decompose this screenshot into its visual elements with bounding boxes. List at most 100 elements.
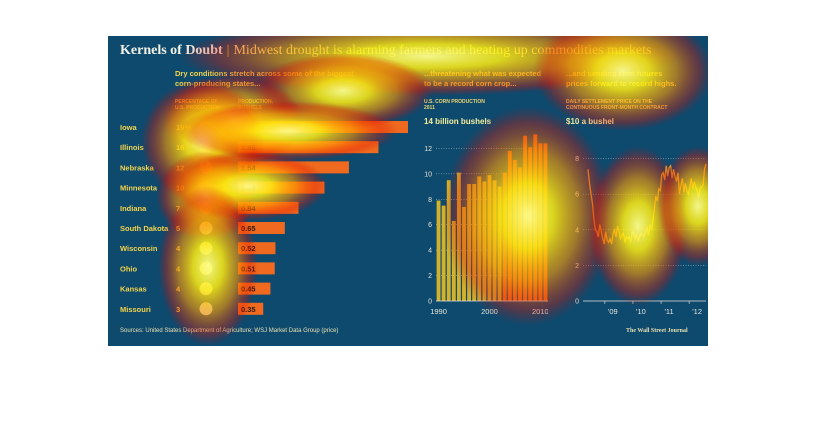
sources-note: Sources: United States Department of Agr… (120, 328, 339, 334)
price-series-line (587, 163, 707, 245)
state-production-bar (238, 141, 379, 154)
state-label: South Dakota (120, 224, 169, 233)
production-bar (487, 175, 492, 301)
price-heading: ...and sending corn futures prices forwa… (566, 69, 676, 89)
state-production-label: 1.54 (241, 163, 256, 172)
headline: Kernels of Doubt | Midwest drought is alar… (120, 43, 651, 59)
production-bar (477, 176, 482, 301)
production-bar (502, 172, 507, 301)
production-y-tick: 10 (424, 171, 432, 178)
state-production-label: 0.52 (241, 244, 256, 253)
state-pct-label: 4 (176, 264, 181, 273)
headline-title: Kernels of Doubt (120, 43, 223, 58)
state-pct-label: 10 (176, 184, 184, 193)
headline-separator: | (226, 43, 230, 58)
wsj-credit: The Wall Street Journal (626, 328, 688, 334)
state-pct-label: 4 (176, 285, 181, 294)
state-label: Ohio (120, 264, 137, 273)
state-pct-label: 5 (176, 224, 180, 233)
state-production-label: 1.20 (241, 184, 256, 193)
production-caption-line1: U.S. CORN PRODUCTION (424, 99, 485, 105)
production-bar (482, 181, 487, 301)
price-caption-line2: CONTINUOUS FRONT-MONTH CONTRACT (566, 105, 668, 111)
pct-column-header: PERCENTAGE OF U.S. PRODUCTION (175, 99, 220, 111)
price-y-tick: 8 (575, 156, 579, 163)
states-heading-line2: corn-producing states... (175, 79, 261, 88)
state-pct-label: 7 (176, 204, 180, 213)
state-production-label: 0.84 (241, 204, 256, 213)
price-chart-caption: DAILY SETTLEMENT PRICE ON THE CONTINUOUS… (566, 99, 667, 111)
state-label: Minnesota (120, 184, 158, 193)
pct-header-line2: U.S. PRODUCTION (175, 105, 220, 111)
production-bar (456, 172, 461, 301)
state-pct-label: 4 (176, 244, 181, 253)
state-production-label: 0.65 (241, 224, 256, 233)
production-heading-line1: ...threatening what was expected (424, 69, 542, 78)
price-y-tick: 2 (575, 263, 579, 270)
production-y-tick: 2 (428, 273, 432, 280)
production-x-tick: 2000 (481, 307, 498, 316)
production-bar (497, 186, 502, 301)
headline-subtitle: Midwest drought is alarming farmers and … (233, 43, 652, 58)
state-production-label: 2.36 billion (241, 123, 280, 132)
production-bar (467, 184, 472, 301)
infographic-panel: Kernels of Doubt | Midwest drought is alar… (108, 36, 708, 346)
production-bar (528, 147, 533, 301)
price-line-chart: 0 2 4 6 8 '09 '10 '11 '12 (575, 156, 707, 316)
price-x-tick: '10 (636, 307, 646, 316)
states-bar-chart: Iowa 19% 2.36 billion Illinois 16 1.95 Nebrask… (120, 120, 408, 316)
production-y-tick: 8 (428, 197, 432, 204)
production-caption-line2: 2011 (424, 105, 435, 111)
state-label: Illinois (120, 143, 144, 152)
states-heading-line1: Dry conditions stretch across some of th… (175, 69, 354, 78)
state-production-label: 1.95 (241, 143, 256, 152)
production-bar (518, 167, 522, 301)
state-production-label: 0.35 (241, 305, 256, 314)
state-label: Wisconsin (120, 244, 158, 253)
state-pct-label: 3 (176, 305, 180, 314)
production-bar (533, 134, 538, 301)
price-y-tick: 6 (575, 192, 579, 199)
production-x-tick: 1990 (430, 307, 447, 316)
production-bar (543, 143, 548, 301)
production-bar (507, 150, 512, 301)
state-label: Missouri (120, 305, 151, 314)
production-y-tick: 0 (428, 299, 432, 306)
production-y-tick: 12 (424, 146, 432, 153)
production-bar (436, 200, 441, 301)
production-heading: ...threatening what was expected to be a… (424, 69, 541, 89)
state-label: Iowa (120, 123, 137, 132)
production-bar (462, 206, 466, 301)
state-label: Indiana (120, 204, 147, 213)
production-bar-chart: 0 2 4 6 8 10 12 1990 2000 2010 (424, 134, 548, 316)
state-label: Kansas (120, 285, 147, 294)
price-heading-line2: prices forward to record highs. (566, 79, 677, 88)
state-pct-label: 16 (176, 143, 184, 152)
production-bar (446, 180, 451, 301)
production-bar (451, 220, 456, 301)
production-bar (492, 180, 497, 301)
price-x-tick: '11 (664, 307, 673, 316)
production-bar (523, 135, 528, 301)
price-x-tick: '12 (692, 307, 702, 316)
production-bar (538, 143, 543, 301)
price-y-tick: 0 (575, 299, 579, 306)
production-y-tick: 6 (428, 222, 432, 229)
states-heading: Dry conditions stretch across some of th… (175, 69, 354, 89)
production-chart-caption: U.S. CORN PRODUCTION 2011 (424, 99, 485, 111)
production-bar (512, 159, 517, 301)
production-bar (441, 205, 446, 301)
state-production-label: 0.45 (241, 285, 256, 294)
price-x-tick: '09 (608, 307, 618, 316)
price-heading-line1: ...and sending corn futures (566, 69, 663, 78)
production-heading-line2: to be a record corn crop... (424, 79, 517, 88)
production-column-header: PRODUCTION, BUSHELS (238, 99, 273, 111)
state-label: Nebraska (120, 163, 155, 172)
state-pct-label: 19% (176, 123, 191, 132)
production-y-tick: 4 (428, 248, 432, 255)
state-production-label: 0.51 (241, 264, 256, 273)
price-y-tick: 4 (575, 227, 579, 234)
state-pct-label: 12 (176, 163, 184, 172)
prod-header-line2: BUSHELS (238, 105, 262, 111)
production-x-tick: 2010 (532, 307, 548, 316)
